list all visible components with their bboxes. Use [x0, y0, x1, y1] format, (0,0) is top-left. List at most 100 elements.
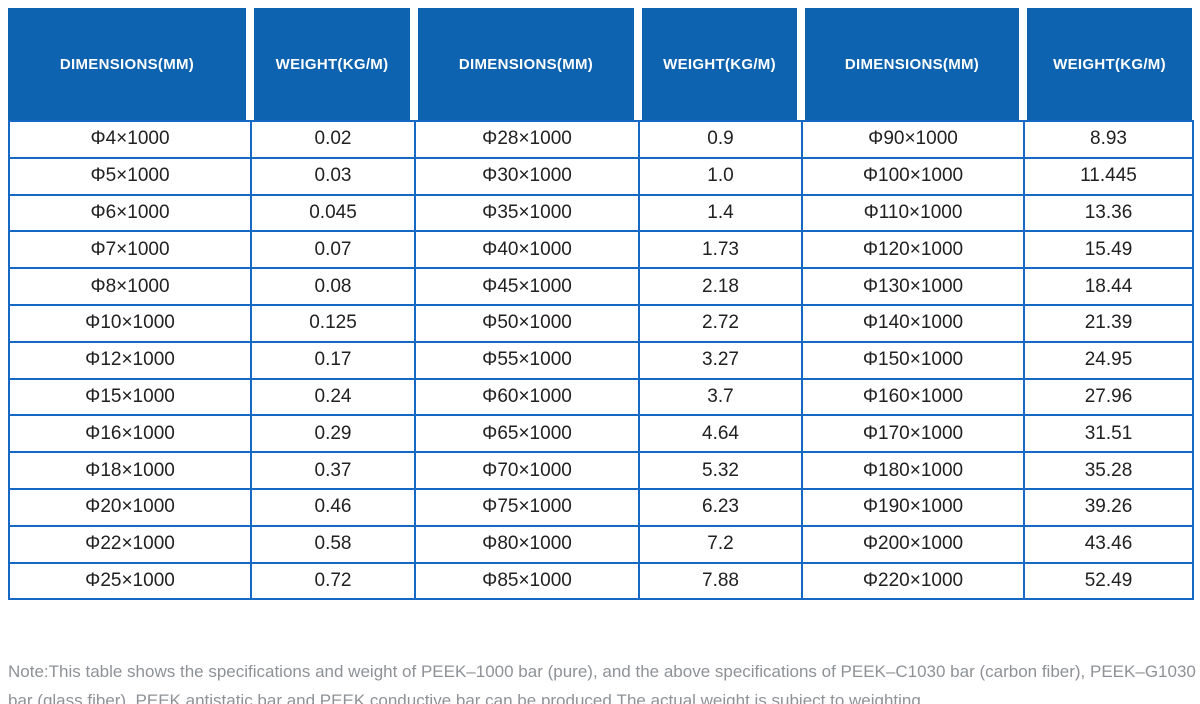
- column-header-dimensions-2: DIMENSIONS(MM): [418, 8, 634, 120]
- weight-cell: 43.46: [1023, 524, 1194, 564]
- dimension-cell: Φ5×1000: [8, 156, 252, 196]
- dimension-cell: Φ12×1000: [8, 340, 252, 380]
- table-row: Φ6×1000 0.045 Φ35×1000 1.4 Φ110×1000 13.36: [8, 193, 1194, 233]
- weight-cell: 0.17: [250, 340, 416, 380]
- table-row: Φ5×1000 0.03 Φ30×1000 1.0 Φ100×1000 11.445: [8, 156, 1194, 196]
- weight-cell: 1.4: [638, 193, 803, 233]
- table-row: Φ12×1000 0.17 Φ55×1000 3.27 Φ150×1000 24.95: [8, 340, 1194, 380]
- dimension-cell: Φ4×1000: [8, 120, 252, 159]
- weight-cell: 0.58: [250, 524, 416, 564]
- spec-table: Φ4×1000 0.02 Φ28×1000 0.9 Φ90×1000 8.93 Φ5×100…: [8, 120, 1194, 601]
- table-row: Φ22×1000 0.58 Φ80×1000 7.2 Φ200×1000 43.46: [8, 524, 1194, 564]
- dimension-cell: Φ190×1000: [801, 487, 1025, 527]
- dimension-cell: Φ6×1000: [8, 193, 252, 233]
- table-row: Φ4×1000 0.02 Φ28×1000 0.9 Φ90×1000 8.93: [8, 120, 1194, 159]
- dimension-cell: Φ8×1000: [8, 267, 252, 306]
- weight-cell: 1.0: [638, 156, 803, 196]
- dimension-cell: Φ200×1000: [801, 524, 1025, 564]
- dimension-cell: Φ110×1000: [801, 193, 1025, 233]
- column-header-weight-2: WEIGHT(KG/M): [642, 8, 797, 120]
- dimension-cell: Φ18×1000: [8, 451, 252, 490]
- table-row: Φ25×1000 0.72 Φ85×1000 7.88 Φ220×1000 52.49: [8, 561, 1194, 601]
- table-row: Φ18×1000 0.37 Φ70×1000 5.32 Φ180×1000 35.28: [8, 451, 1194, 490]
- table-row: Φ8×1000 0.08 Φ45×1000 2.18 Φ130×1000 18.44: [8, 267, 1194, 306]
- weight-cell: 0.24: [250, 377, 416, 417]
- weight-cell: 0.46: [250, 487, 416, 527]
- dimension-cell: Φ85×1000: [414, 561, 640, 601]
- weight-cell: 0.72: [250, 561, 416, 601]
- weight-cell: 0.9: [638, 120, 803, 159]
- column-header-weight-1: WEIGHT(KG/M): [254, 8, 410, 120]
- weight-cell: 0.08: [250, 267, 416, 306]
- table-row: Φ7×1000 0.07 Φ40×1000 1.73 Φ120×1000 15.49: [8, 230, 1194, 270]
- weight-cell: 0.07: [250, 230, 416, 270]
- table-header-row: DIMENSIONS(MM) WEIGHT(KG/M) DIMENSIONS(M…: [8, 8, 1192, 120]
- weight-cell: 3.7: [638, 377, 803, 417]
- weight-cell: 11.445: [1023, 156, 1194, 196]
- weight-cell: 21.39: [1023, 303, 1194, 343]
- dimension-cell: Φ50×1000: [414, 303, 640, 343]
- weight-cell: 31.51: [1023, 414, 1194, 454]
- weight-cell: 27.96: [1023, 377, 1194, 417]
- weight-cell: 2.18: [638, 267, 803, 306]
- weight-cell: 13.36: [1023, 193, 1194, 233]
- table-row: Φ16×1000 0.29 Φ65×1000 4.64 Φ170×1000 31.51: [8, 414, 1194, 454]
- spec-table-body: Φ4×1000 0.02 Φ28×1000 0.9 Φ90×1000 8.93 Φ5×100…: [8, 120, 1194, 601]
- dimension-cell: Φ170×1000: [801, 414, 1025, 454]
- dimension-cell: Φ60×1000: [414, 377, 640, 417]
- dimension-cell: Φ22×1000: [8, 524, 252, 564]
- weight-cell: 0.125: [250, 303, 416, 343]
- weight-cell: 7.2: [638, 524, 803, 564]
- dimension-cell: Φ100×1000: [801, 156, 1025, 196]
- dimension-cell: Φ150×1000: [801, 340, 1025, 380]
- dimension-cell: Φ80×1000: [414, 524, 640, 564]
- dimension-cell: Φ130×1000: [801, 267, 1025, 306]
- weight-cell: 0.29: [250, 414, 416, 454]
- dimension-cell: Φ160×1000: [801, 377, 1025, 417]
- weight-cell: 15.49: [1023, 230, 1194, 270]
- table-row: Φ15×1000 0.24 Φ60×1000 3.7 Φ160×1000 27.96: [8, 377, 1194, 417]
- weight-cell: 0.045: [250, 193, 416, 233]
- weight-cell: 4.64: [638, 414, 803, 454]
- weight-cell: 39.26: [1023, 487, 1194, 527]
- column-header-dimensions-3: DIMENSIONS(MM): [805, 8, 1019, 120]
- dimension-cell: Φ20×1000: [8, 487, 252, 527]
- dimension-cell: Φ180×1000: [801, 451, 1025, 490]
- weight-cell: 35.28: [1023, 451, 1194, 490]
- weight-cell: 0.03: [250, 156, 416, 196]
- dimension-cell: Φ70×1000: [414, 451, 640, 490]
- dimension-cell: Φ10×1000: [8, 303, 252, 343]
- weight-cell: 0.37: [250, 451, 416, 490]
- weight-cell: 1.73: [638, 230, 803, 270]
- table-row: Φ10×1000 0.125 Φ50×1000 2.72 Φ140×1000 21.39: [8, 303, 1194, 343]
- dimension-cell: Φ220×1000: [801, 561, 1025, 601]
- dimension-cell: Φ55×1000: [414, 340, 640, 380]
- dimension-cell: Φ7×1000: [8, 230, 252, 270]
- weight-cell: 18.44: [1023, 267, 1194, 306]
- weight-cell: 5.32: [638, 451, 803, 490]
- weight-cell: 7.88: [638, 561, 803, 601]
- column-header-weight-3: WEIGHT(KG/M): [1027, 8, 1192, 120]
- weight-cell: 3.27: [638, 340, 803, 380]
- column-header-dimensions-1: DIMENSIONS(MM): [8, 8, 246, 120]
- dimension-cell: Φ75×1000: [414, 487, 640, 527]
- table-row: Φ20×1000 0.46 Φ75×1000 6.23 Φ190×1000 39.26: [8, 487, 1194, 527]
- dimension-cell: Φ45×1000: [414, 267, 640, 306]
- weight-cell: 0.02: [250, 120, 416, 159]
- dimension-cell: Φ40×1000: [414, 230, 640, 270]
- dimension-cell: Φ15×1000: [8, 377, 252, 417]
- dimension-cell: Φ65×1000: [414, 414, 640, 454]
- weight-cell: 52.49: [1023, 561, 1194, 601]
- weight-cell: 6.23: [638, 487, 803, 527]
- dimension-cell: Φ28×1000: [414, 120, 640, 159]
- dimension-cell: Φ35×1000: [414, 193, 640, 233]
- dimension-cell: Φ30×1000: [414, 156, 640, 196]
- dimension-cell: Φ120×1000: [801, 230, 1025, 270]
- weight-cell: 24.95: [1023, 340, 1194, 380]
- dimension-cell: Φ90×1000: [801, 120, 1025, 159]
- dimension-cell: Φ16×1000: [8, 414, 252, 454]
- table-note: Note:This table shows the specifications…: [8, 662, 1196, 704]
- dimension-cell: Φ25×1000: [8, 561, 252, 601]
- dimension-cell: Φ140×1000: [801, 303, 1025, 343]
